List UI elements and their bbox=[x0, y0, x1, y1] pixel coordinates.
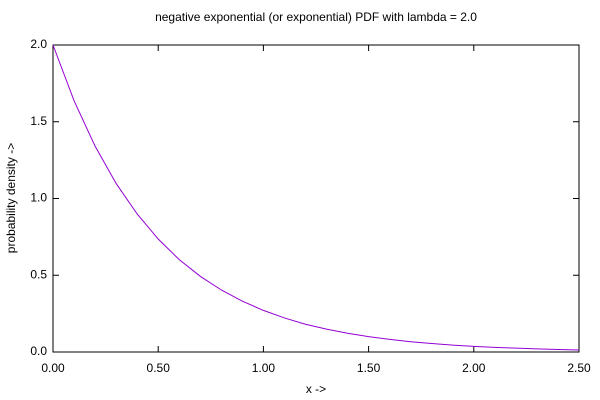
x-tick-label: 0.50 bbox=[147, 361, 171, 375]
x-tick-label: 2.50 bbox=[567, 361, 591, 375]
x-axis-label: x -> bbox=[306, 382, 326, 396]
y-tick-label: 2.0 bbox=[30, 37, 47, 51]
y-tick-label: 0.5 bbox=[30, 267, 47, 281]
y-tick-label: 0.0 bbox=[30, 344, 47, 358]
x-tick-label: 1.00 bbox=[252, 361, 276, 375]
y-tick-label: 1.0 bbox=[30, 191, 47, 205]
x-tick-label: 1.50 bbox=[357, 361, 381, 375]
data-line bbox=[52, 44, 580, 351]
x-tick-label: 0.00 bbox=[41, 361, 65, 375]
chart-title: negative exponential (or exponential) PD… bbox=[155, 10, 477, 24]
y-tick-label: 1.5 bbox=[30, 114, 47, 128]
x-tick-label: 2.00 bbox=[462, 361, 486, 375]
y-axis-label: probability density -> bbox=[4, 143, 18, 253]
